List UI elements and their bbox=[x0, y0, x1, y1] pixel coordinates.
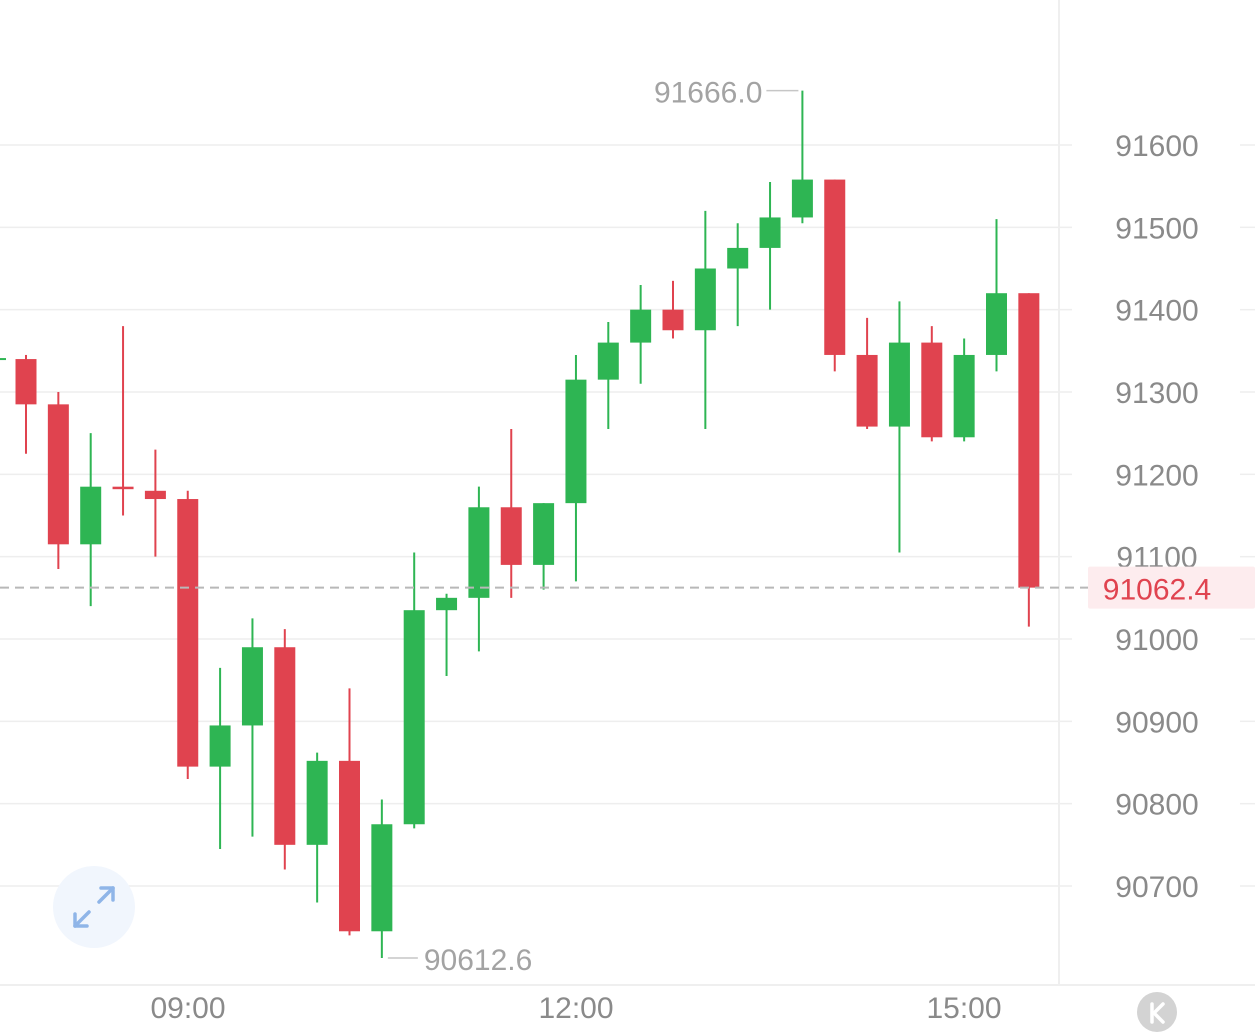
candle bbox=[1018, 293, 1040, 627]
candle bbox=[209, 667, 231, 849]
y-tick-label: 91200 bbox=[1115, 459, 1198, 492]
candle bbox=[565, 354, 587, 582]
expand-arrows-icon bbox=[73, 886, 115, 928]
candle bbox=[144, 449, 166, 557]
candle-body bbox=[436, 597, 458, 611]
candle-body bbox=[630, 309, 652, 343]
candle bbox=[727, 223, 749, 327]
candle bbox=[47, 392, 69, 570]
candle bbox=[339, 688, 360, 936]
candle bbox=[274, 629, 296, 870]
candle-body bbox=[274, 647, 296, 845]
extreme-annotations: 91666.0 90612.6 bbox=[387, 77, 799, 977]
candle-body bbox=[306, 760, 328, 845]
y-axis-labels: 9160091500914009130091200911009100090900… bbox=[1115, 130, 1198, 904]
y-tick-label: 91600 bbox=[1115, 130, 1198, 163]
candle-body bbox=[403, 610, 425, 825]
candle-body bbox=[144, 490, 166, 500]
x-axis-labels: 09:00 12:00 15:00 bbox=[150, 992, 1001, 1025]
candle-body bbox=[241, 647, 263, 726]
candle-body bbox=[986, 293, 1007, 355]
candle bbox=[856, 317, 878, 430]
x-tick-label: 12:00 bbox=[538, 992, 613, 1025]
candle-body bbox=[759, 217, 781, 248]
x-tick-label: 09:00 bbox=[150, 992, 225, 1025]
candles bbox=[0, 90, 1040, 958]
candle bbox=[436, 593, 458, 677]
candle bbox=[824, 179, 846, 372]
y-tick-label: 91000 bbox=[1115, 624, 1198, 657]
candle bbox=[468, 486, 490, 652]
candle bbox=[986, 219, 1007, 372]
candle bbox=[597, 322, 619, 430]
candle bbox=[533, 503, 555, 590]
candle-body bbox=[468, 507, 490, 598]
candle-body bbox=[112, 486, 134, 490]
candle-body bbox=[597, 342, 619, 380]
candle bbox=[953, 338, 975, 442]
candle bbox=[662, 280, 684, 339]
x-tick-label: 15:00 bbox=[926, 992, 1001, 1025]
candle bbox=[112, 326, 134, 516]
candle-body bbox=[856, 354, 878, 427]
candle bbox=[177, 490, 199, 779]
expand-button[interactable] bbox=[53, 866, 135, 948]
candle bbox=[694, 210, 716, 430]
y-tick-label: 90700 bbox=[1115, 871, 1198, 904]
candle bbox=[403, 552, 425, 829]
k-letter-icon bbox=[1150, 1002, 1165, 1024]
candle-body bbox=[500, 507, 522, 565]
last-price-indicator: 91062.4 bbox=[0, 566, 1255, 609]
y-tick-label: 91400 bbox=[1115, 295, 1198, 328]
candle-body bbox=[209, 725, 231, 767]
candle-body bbox=[921, 342, 943, 438]
low-price-label: 90612.6 bbox=[424, 944, 532, 977]
candle bbox=[888, 301, 910, 553]
candle bbox=[306, 752, 328, 903]
candle-body bbox=[694, 268, 716, 331]
candle-body bbox=[1018, 293, 1040, 588]
candle-body bbox=[791, 179, 813, 218]
candle bbox=[371, 799, 393, 958]
candle-body bbox=[47, 404, 69, 545]
candle-body bbox=[888, 342, 910, 427]
candle bbox=[630, 284, 652, 384]
candle-body bbox=[824, 179, 846, 355]
candle-body bbox=[533, 503, 555, 565]
candle-body bbox=[15, 359, 37, 405]
candle bbox=[500, 429, 522, 598]
last-price-label: 91062.4 bbox=[1103, 574, 1211, 607]
candle-body bbox=[177, 499, 199, 767]
high-price-label: 91666.0 bbox=[654, 77, 762, 110]
candle-body bbox=[565, 379, 587, 504]
candle-body bbox=[80, 486, 102, 545]
candle bbox=[241, 618, 263, 837]
kline-button[interactable] bbox=[1137, 992, 1177, 1032]
candle bbox=[15, 354, 37, 454]
y-tick-label: 90900 bbox=[1115, 706, 1198, 739]
candle-body bbox=[371, 824, 393, 932]
y-tick-label: 90800 bbox=[1115, 789, 1198, 822]
candle-body bbox=[727, 247, 749, 269]
candle bbox=[759, 182, 781, 310]
candle bbox=[80, 433, 102, 607]
y-tick-label: 91300 bbox=[1115, 377, 1198, 410]
candle-body bbox=[953, 354, 975, 438]
last-price-badge bbox=[1088, 566, 1255, 609]
y-tick-label: 91500 bbox=[1115, 212, 1198, 245]
candle bbox=[921, 326, 943, 442]
candle-body bbox=[339, 760, 360, 932]
candle bbox=[791, 90, 813, 224]
candle-body bbox=[662, 309, 684, 331]
